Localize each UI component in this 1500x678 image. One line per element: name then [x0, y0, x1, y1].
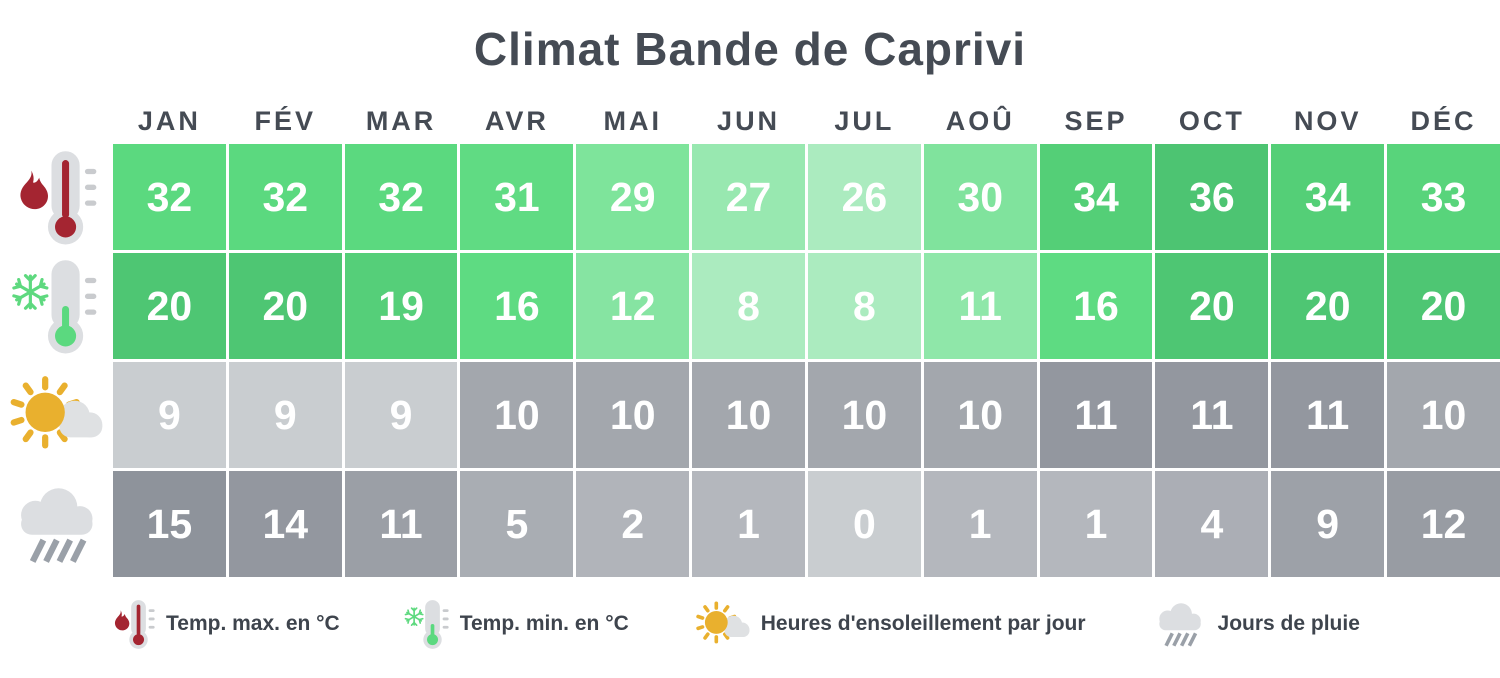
- cell-rain-days-NOV: 9: [1271, 471, 1385, 577]
- cell-rain-days-SEP: 1: [1039, 471, 1153, 577]
- legend: Temp. max. en °C Temp. min. en °C Heures…: [110, 596, 1360, 652]
- cell-temp-min-JUN: 8: [692, 253, 805, 359]
- month-header-SEP: SEP: [1064, 106, 1128, 136]
- cell-sun-hours-DÉC: 10: [1387, 362, 1500, 468]
- months-header-row: JAN FÉV MAR AVR MAI JUN JUL AOÛ SEP OCT NOV DÉC: [113, 95, 1500, 141]
- row-rain-days: 15 14 11 5 2 1 0 1 1 4 9 12: [0, 471, 1500, 577]
- cell-sun-hours-MAI: 10: [576, 362, 690, 468]
- legend-item-temp-min: Temp. min. en °C: [404, 596, 629, 652]
- month-header-MAI: MAI: [603, 106, 662, 136]
- cell-temp-max-JUN: 27: [692, 144, 805, 250]
- row-icon-cell: [0, 362, 110, 468]
- climate-table: JAN FÉV MAR AVR MAI JUN JUL AOÛ SEP OCT NOV DÉC 32 3…: [0, 95, 1500, 577]
- legend-label-sun-hours: Heures d'ensoleillement par jour: [760, 612, 1086, 635]
- cell-temp-max-FÉV: 32: [228, 144, 342, 250]
- cell-temp-max-AVR: 31: [460, 144, 574, 250]
- cell-temp-min-NOV: 20: [1271, 253, 1385, 359]
- month-header-OCT: OCT: [1178, 106, 1245, 136]
- cell-sun-hours-AVR: 10: [460, 362, 574, 468]
- sun-cloud-icon: [5, 370, 105, 460]
- cell-sun-hours-FÉV: 9: [228, 362, 342, 468]
- month-header-JUL: JUL: [834, 106, 895, 136]
- cell-temp-min-MAR: 19: [344, 253, 458, 359]
- cells-temp-max: 32 32 32 31 29 27 26 30 34 36 34 33: [113, 144, 1500, 250]
- cell-temp-min-AOÛ: 11: [923, 253, 1037, 359]
- row-icon-cell: [0, 471, 110, 577]
- cells-sun-hours: 9 9 9 10 10 10 10 10 11 11 11 10: [113, 362, 1500, 468]
- cell-temp-min-JUL: 8: [807, 253, 921, 359]
- month-header-FÉV: FÉV: [254, 106, 316, 136]
- cell-rain-days-JAN: 15: [113, 471, 226, 577]
- thermometer-hot-icon: [11, 147, 99, 247]
- cells-rain-days: 15 14 11 5 2 1 0 1 1 4 9 12: [113, 471, 1500, 577]
- legend-item-rain-days: Jours de pluie: [1150, 598, 1360, 650]
- cell-sun-hours-JUN: 10: [692, 362, 805, 468]
- cell-temp-min-SEP: 16: [1039, 253, 1153, 359]
- cell-rain-days-JUL: 0: [807, 471, 921, 577]
- page-title: Climat Bande de Caprivi: [473, 23, 1027, 75]
- row-temp-min: 20 20 19 16 12 8 8 11 16 20 20 20: [0, 253, 1500, 359]
- cell-temp-min-OCT: 20: [1155, 253, 1269, 359]
- legend-item-temp-max: Temp. max. en °C: [110, 596, 340, 652]
- months-header: JAN FÉV MAR AVR MAI JUN JUL AOÛ SEP OCT NOV DÉC: [0, 95, 1500, 141]
- cell-rain-days-MAR: 11: [344, 471, 458, 577]
- legend-label-temp-min: Temp. min. en °C: [459, 612, 629, 635]
- cells-temp-min: 20 20 19 16 12 8 8 11 16 20 20 20: [113, 253, 1500, 359]
- thermometer-cold-icon: [404, 596, 450, 652]
- cell-temp-max-MAI: 29: [576, 144, 690, 250]
- cell-rain-days-OCT: 4: [1155, 471, 1269, 577]
- month-header-AVR: AVR: [484, 106, 549, 136]
- month-header-DÉC: DÉC: [1410, 106, 1477, 136]
- cell-sun-hours-OCT: 11: [1155, 362, 1269, 468]
- cell-sun-hours-AOÛ: 10: [923, 362, 1037, 468]
- month-header-JAN: JAN: [137, 106, 201, 136]
- month-header-JUN: JUN: [717, 106, 781, 136]
- cell-sun-hours-JUL: 10: [807, 362, 921, 468]
- cell-temp-max-AOÛ: 30: [923, 144, 1037, 250]
- month-header-NOV: NOV: [1293, 106, 1362, 136]
- cell-temp-min-AVR: 16: [460, 253, 574, 359]
- row-icon-cell: [0, 253, 110, 359]
- cell-temp-max-OCT: 36: [1155, 144, 1269, 250]
- cell-rain-days-FÉV: 14: [228, 471, 342, 577]
- thermometer-hot-icon: [110, 596, 156, 652]
- cell-temp-max-MAR: 32: [344, 144, 458, 250]
- sun-cloud-icon: [693, 598, 751, 650]
- cell-sun-hours-JAN: 9: [113, 362, 226, 468]
- thermometer-cold-icon: [11, 256, 99, 356]
- row-icon-cell: [0, 144, 110, 250]
- legend-label-temp-max: Temp. max. en °C: [166, 612, 340, 635]
- month-header-AOÛ: AOÛ: [945, 106, 1015, 136]
- row-sun-hours: 9 9 9 10 10 10 10 10 11 11 11 10: [0, 362, 1500, 468]
- cell-rain-days-AVR: 5: [460, 471, 574, 577]
- cell-temp-min-MAI: 12: [576, 253, 690, 359]
- cell-temp-min-DÉC: 20: [1387, 253, 1500, 359]
- rain-cloud-icon: [1150, 598, 1208, 650]
- cell-temp-max-NOV: 34: [1271, 144, 1385, 250]
- legend-item-sun-hours: Heures d'ensoleillement par jour: [693, 598, 1086, 650]
- cell-temp-max-JAN: 32: [113, 144, 226, 250]
- legend-label-rain-days: Jours de pluie: [1217, 612, 1360, 635]
- cell-rain-days-AOÛ: 1: [923, 471, 1037, 577]
- month-header-MAR: MAR: [365, 106, 437, 136]
- cell-temp-min-JAN: 20: [113, 253, 226, 359]
- cell-rain-days-DÉC: 12: [1387, 471, 1500, 577]
- cell-temp-max-DÉC: 33: [1387, 144, 1500, 250]
- cell-temp-min-FÉV: 20: [228, 253, 342, 359]
- cell-rain-days-MAI: 2: [576, 471, 690, 577]
- cell-sun-hours-MAR: 9: [344, 362, 458, 468]
- cell-temp-max-SEP: 34: [1039, 144, 1153, 250]
- cell-sun-hours-SEP: 11: [1039, 362, 1153, 468]
- cell-sun-hours-NOV: 11: [1271, 362, 1385, 468]
- row-temp-max: 32 32 32 31 29 27 26 30 34 36 34 33: [0, 144, 1500, 250]
- rain-cloud-icon: [5, 479, 105, 569]
- cell-temp-max-JUL: 26: [807, 144, 921, 250]
- cell-rain-days-JUN: 1: [692, 471, 805, 577]
- header-corner-spacer: [0, 95, 110, 141]
